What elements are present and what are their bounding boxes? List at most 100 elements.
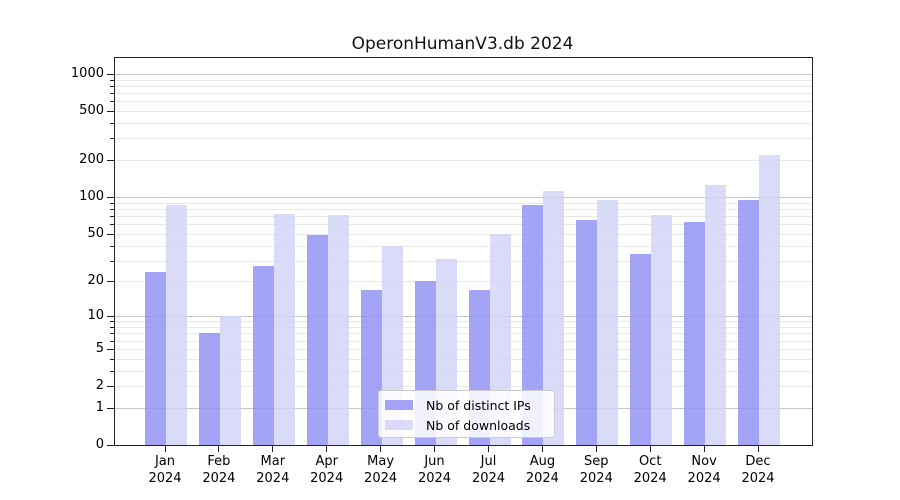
gridline-minor xyxy=(115,321,812,323)
bar-distinct-ips xyxy=(360,289,382,445)
y-tick-label: 50 xyxy=(87,225,104,241)
bar-distinct-ips xyxy=(306,234,328,445)
x-tick-label-year: 2024 xyxy=(364,471,398,486)
gridline-minor xyxy=(115,260,812,262)
x-tick-label: Sep 2024 xyxy=(564,453,628,487)
bar-downloads xyxy=(273,213,295,445)
x-tick-label: Jan 2024 xyxy=(133,453,197,487)
bar-downloads xyxy=(543,190,565,445)
bar-distinct-ips xyxy=(684,221,706,445)
x-tick-label: May 2024 xyxy=(349,453,413,487)
y-tick-label: 5 xyxy=(95,340,104,356)
x-tick-mark xyxy=(272,446,274,452)
x-tick-mark xyxy=(164,446,166,452)
x-tick-label-year: 2024 xyxy=(741,471,775,486)
y-tick-mark xyxy=(107,281,114,283)
y-tick-mark xyxy=(107,386,114,387)
plot-area: Nb of distinct IPs Nb of downloads xyxy=(114,57,813,446)
gridline-minor xyxy=(115,340,812,342)
x-tick-label-month: Feb xyxy=(207,454,231,469)
x-tick-label-year: 2024 xyxy=(471,471,506,486)
y-minor-tick-mark xyxy=(110,260,114,262)
x-tick-label-month: Aug xyxy=(529,454,556,469)
x-tick-label-month: Jul xyxy=(480,454,497,469)
gridline-minor xyxy=(115,123,812,124)
x-tick-label: Dec 2024 xyxy=(726,453,790,487)
x-tick-mark xyxy=(595,446,597,452)
legend-label-distinct-ips: Nb of distinct IPs xyxy=(426,397,531,413)
y-minor-tick-mark xyxy=(110,333,114,335)
y-minor-tick-mark xyxy=(110,138,114,140)
y-minor-tick-mark xyxy=(110,101,114,103)
y-tick-label: 1000 xyxy=(70,65,104,81)
gridline-minor xyxy=(115,216,812,217)
y-tick-label: 20 xyxy=(87,273,104,289)
x-tick-label-month: Apr xyxy=(315,454,338,469)
x-tick-label-month: Dec xyxy=(745,454,771,469)
gridline-minor xyxy=(115,101,812,103)
x-tick-mark xyxy=(757,446,759,452)
bar-downloads xyxy=(759,155,780,445)
y-tick-mark xyxy=(107,160,114,162)
gridline-minor xyxy=(115,224,812,226)
x-tick-mark xyxy=(703,446,705,452)
y-minor-tick-mark xyxy=(110,321,114,323)
y-minor-tick-mark xyxy=(110,202,114,204)
legend-swatch-distinct-ips xyxy=(385,400,413,410)
x-tick-label: Apr 2024 xyxy=(295,453,359,487)
bar-distinct-ips xyxy=(576,219,598,445)
y-tick-label: 10 xyxy=(87,308,104,324)
gridline-minor xyxy=(115,79,812,81)
gridline-minor xyxy=(115,85,812,87)
y-tick-mark xyxy=(107,407,114,409)
x-tick-label-year: 2024 xyxy=(633,471,667,486)
x-tick-label-year: 2024 xyxy=(310,471,344,486)
x-tick-label: Mar 2024 xyxy=(241,453,305,487)
legend: Nb of distinct IPs Nb of downloads xyxy=(378,390,555,438)
x-tick-label-month: Oct xyxy=(638,454,662,469)
bar-downloads xyxy=(597,199,619,445)
x-tick-label: Jun 2024 xyxy=(403,453,467,487)
bar-downloads xyxy=(219,316,241,445)
bar-distinct-ips xyxy=(522,205,544,445)
y-minor-tick-mark xyxy=(110,123,114,124)
bar-downloads xyxy=(327,215,349,445)
bar-distinct-ips xyxy=(145,272,166,445)
y-tick-mark xyxy=(107,197,114,199)
gridline-minor xyxy=(115,333,812,335)
x-tick-label: Jul 2024 xyxy=(457,453,521,487)
y-minor-tick-mark xyxy=(110,79,114,81)
gridline-minor xyxy=(115,208,812,210)
y-tick-mark xyxy=(107,316,114,318)
y-tick-mark xyxy=(107,445,114,446)
y-tick-mark xyxy=(107,73,114,75)
y-minor-tick-mark xyxy=(110,208,114,210)
bar-distinct-ips xyxy=(630,254,652,445)
y-minor-tick-mark xyxy=(110,327,114,328)
gridline-minor xyxy=(115,138,812,140)
bar-distinct-ips xyxy=(198,333,220,445)
gridline-minor xyxy=(115,160,812,162)
gridline-major xyxy=(115,197,812,199)
x-tick-label-year: 2024 xyxy=(525,471,559,486)
x-tick-label: Feb 2024 xyxy=(187,453,251,487)
x-tick-label-year: 2024 xyxy=(202,471,236,486)
x-tick-label-month: Sep xyxy=(584,454,609,469)
y-tick-mark xyxy=(107,348,114,350)
x-tick-label-year: 2024 xyxy=(579,471,613,486)
y-minor-tick-mark xyxy=(110,224,114,226)
bar-downloads xyxy=(705,184,727,445)
bar-distinct-ips xyxy=(252,266,274,445)
chart-title: OperonHumanV3.db 2024 xyxy=(351,34,574,54)
x-tick-label: Nov 2024 xyxy=(672,453,736,487)
gridline-minor xyxy=(115,202,812,204)
y-tick-label: 500 xyxy=(79,103,104,118)
y-tick-label: 200 xyxy=(79,152,104,168)
x-tick-label-month: Jan xyxy=(154,454,176,469)
y-minor-tick-mark xyxy=(110,340,114,342)
legend-row: Nb of distinct IPs xyxy=(385,395,554,415)
x-tick-label-month: May xyxy=(367,454,395,469)
y-tick-label: 0 xyxy=(95,437,104,452)
gridline-minor xyxy=(115,386,812,387)
